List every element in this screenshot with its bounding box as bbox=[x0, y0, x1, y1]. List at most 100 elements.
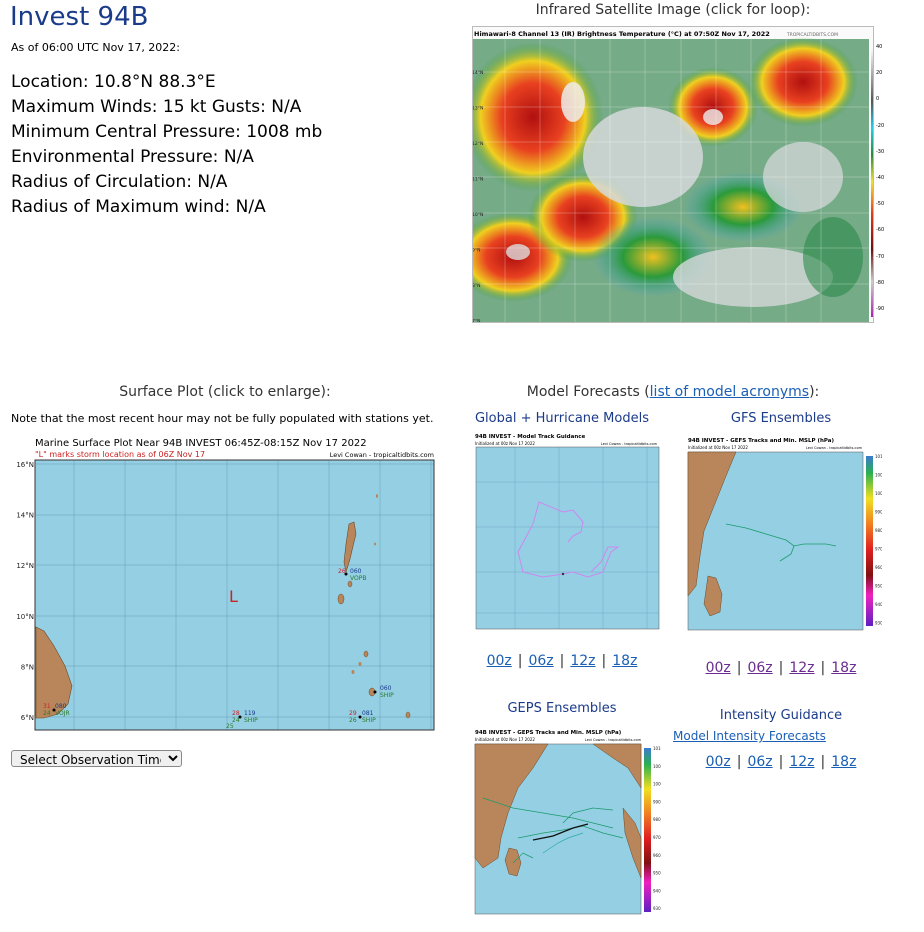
global-models-label: Global + Hurricane Models bbox=[474, 411, 649, 426]
surface-lat-labels: 16°N 14°N 12°N 10°N 8°N 6°N bbox=[16, 461, 34, 722]
satellite-caption: Himawari-8 Channel 13 (IR) Brightness Te… bbox=[474, 30, 770, 38]
observation-time-select[interactable]: Select Observation Time... bbox=[11, 750, 182, 767]
surface-heading: Surface Plot (click to enlarge): bbox=[119, 384, 331, 400]
svg-text:Initialized at 00z Nov 17 2022: Initialized at 00z Nov 17 2022 bbox=[475, 441, 535, 446]
info-radius-circulation: Radius of Circulation: N/A bbox=[11, 172, 228, 192]
geps-scale-label: 940 bbox=[653, 888, 661, 893]
surface-land-srilanka bbox=[35, 626, 73, 719]
intensity-label: Intensity Guidance bbox=[719, 708, 843, 723]
surface-lat-label: 14°N bbox=[16, 512, 34, 520]
svg-text:24: 24 bbox=[232, 717, 240, 724]
satellite-gridlines bbox=[473, 39, 869, 322]
geps-scale-label: 1000 bbox=[653, 782, 661, 787]
svg-text:SHIP: SHIP bbox=[244, 717, 258, 724]
surface-land-andaman bbox=[343, 521, 357, 573]
global-models-map: 94B INVEST - Model Track Guidance Initia… bbox=[475, 434, 660, 630]
svg-text:Levi Cowan - tropicaltidbits.c: Levi Cowan - tropicaltidbits.com bbox=[806, 446, 863, 450]
svg-text:Initialized at 00z Nov 17 2022: Initialized at 00z Nov 17 2022 bbox=[475, 737, 535, 742]
global-models-image[interactable]: 94B INVEST - Model Track Guidance Initia… bbox=[473, 432, 661, 632]
satellite-lat-label: 14°N bbox=[473, 70, 483, 76]
intensity-run-06z[interactable]: 06z bbox=[747, 754, 773, 770]
as-of-time: As of 06:00 UTC Nov 17, 2022: bbox=[11, 41, 181, 54]
global-models-runs: 00z | 06z | 12z | 18z bbox=[486, 653, 638, 669]
station-ship-3: 29 081 26 SHIP bbox=[349, 710, 376, 724]
surface-lat-label: 10°N bbox=[16, 613, 34, 621]
satellite-lat-label: 13°N bbox=[473, 106, 483, 112]
surface-lat-label: 6°N bbox=[21, 714, 34, 722]
svg-text:Initialized at 00z Nov 17 2022: Initialized at 00z Nov 17 2022 bbox=[688, 445, 748, 450]
svg-text:31: 31 bbox=[43, 703, 51, 710]
geps-scale-label: 970 bbox=[653, 835, 661, 840]
satellite-lat-label: 7°N bbox=[473, 319, 480, 324]
surface-plot-credit: Levi Cowan - tropicaltidbits.com bbox=[330, 451, 434, 459]
surface-plot-map: Marine Surface Plot Near 94B INVEST 06:4… bbox=[16, 438, 439, 742]
global-run-00z[interactable]: 00z bbox=[486, 653, 512, 669]
svg-text:SHIP: SHIP bbox=[380, 692, 394, 699]
global-run-12z[interactable]: 12z bbox=[570, 653, 596, 669]
intensity-link-wrap: Model Intensity Forecasts bbox=[673, 729, 826, 743]
station-vopb: 26 060 VOPB bbox=[338, 568, 366, 582]
svg-text:VOJR: VOJR bbox=[55, 710, 70, 717]
geps-image[interactable]: 94B INVEST - GEPS Tracks and Min. MSLP (… bbox=[473, 728, 664, 920]
gefs-scale-label: 930 bbox=[875, 621, 882, 626]
station-ship-2: 24 25 bbox=[226, 717, 240, 730]
intensity-run-00z[interactable]: 00z bbox=[705, 754, 731, 770]
gefs-scale-label: 960 bbox=[875, 565, 882, 570]
geps-tracks bbox=[482, 797, 624, 864]
svg-text:060: 060 bbox=[350, 568, 362, 575]
satellite-scale-label: -50 bbox=[876, 201, 885, 208]
global-model-track-1 bbox=[517, 523, 620, 578]
station-ship-4: 060 SHIP bbox=[373, 685, 394, 699]
svg-text:94B INVEST - GEFS Tracks and M: 94B INVEST - GEFS Tracks and Min. MSLP (… bbox=[688, 438, 834, 444]
svg-text:94B INVEST - Model Track Guida: 94B INVEST - Model Track Guidance bbox=[475, 434, 586, 440]
gefs-run-18z[interactable]: 18z bbox=[831, 660, 857, 676]
surface-lat-label: 16°N bbox=[16, 461, 34, 469]
intensity-run-12z[interactable]: 12z bbox=[789, 754, 815, 770]
models-heading: Model Forecasts (list of model acronyms)… bbox=[526, 384, 820, 400]
satellite-lat-labels: 14°N 13°N 12°N 11°N 10°N 9°N 8°N 7°N bbox=[473, 70, 483, 324]
gefs-scale-label: 1000 bbox=[875, 491, 882, 496]
svg-text:25: 25 bbox=[226, 723, 234, 730]
global-run-18z[interactable]: 18z bbox=[612, 653, 638, 669]
svg-text:VOPB: VOPB bbox=[350, 575, 366, 582]
satellite-scale-label: -20 bbox=[876, 122, 885, 129]
surface-plot-image[interactable]: Marine Surface Plot Near 94B INVEST 06:4… bbox=[10, 434, 440, 742]
surface-plot-title: Marine Surface Plot Near 94B INVEST 06:4… bbox=[35, 438, 367, 449]
gefs-track-2 bbox=[779, 545, 795, 562]
intensity-run-18z[interactable]: 18z bbox=[831, 754, 857, 770]
svg-text:28: 28 bbox=[232, 710, 240, 717]
gefs-track-1 bbox=[725, 523, 837, 547]
svg-text:119: 119 bbox=[244, 710, 256, 717]
model-acronyms-link[interactable]: list of model acronyms bbox=[649, 384, 810, 400]
gefs-scale-label: 970 bbox=[875, 547, 882, 552]
surface-note: Note that the most recent hour may not b… bbox=[11, 412, 434, 425]
satellite-cloud-field bbox=[473, 37, 869, 322]
surface-sea bbox=[34, 459, 435, 731]
geps-scale-label: 930 bbox=[653, 906, 661, 911]
gefs-label: GFS Ensembles bbox=[730, 411, 832, 426]
satellite-credit: TROPICALTIDBITS.COM bbox=[786, 32, 838, 38]
svg-text:Levi Cowan - tropicaltidbits.c: Levi Cowan - tropicaltidbits.com bbox=[601, 442, 658, 446]
gefs-run-12z[interactable]: 12z bbox=[789, 660, 815, 676]
satellite-image[interactable]: Himawari-8 Channel 13 (IR) Brightness Te… bbox=[472, 26, 874, 323]
satellite-scale-label: -30 bbox=[876, 148, 885, 155]
svg-text:060: 060 bbox=[380, 685, 392, 692]
geps-scale-label: 990 bbox=[653, 799, 661, 804]
gefs-image[interactable]: 94B INVEST - GEFS Tracks and Min. MSLP (… bbox=[686, 436, 886, 636]
satellite-ir-map: Himawari-8 Channel 13 (IR) Brightness Te… bbox=[473, 30, 873, 324]
geps-map: 94B INVEST - GEPS Tracks and Min. MSLP (… bbox=[474, 730, 664, 915]
gefs-run-00z[interactable]: 00z bbox=[705, 660, 731, 676]
gefs-scale-label: 990 bbox=[875, 510, 882, 515]
svg-text:26: 26 bbox=[338, 568, 346, 575]
geps-scale-label: 950 bbox=[653, 871, 661, 876]
geps-scale-label: 980 bbox=[653, 817, 661, 822]
model-intensity-forecasts-link[interactable]: Model Intensity Forecasts bbox=[673, 729, 826, 743]
info-location: Location: 10.8°N 88.3°E bbox=[11, 72, 216, 92]
satellite-color-scale bbox=[871, 47, 873, 317]
satellite-scale-label: -60 bbox=[876, 227, 885, 234]
satellite-scale-label: 20 bbox=[876, 70, 883, 77]
global-run-06z[interactable]: 06z bbox=[528, 653, 554, 669]
gefs-run-06z[interactable]: 06z bbox=[747, 660, 773, 676]
satellite-lat-label: 11°N bbox=[473, 177, 483, 183]
